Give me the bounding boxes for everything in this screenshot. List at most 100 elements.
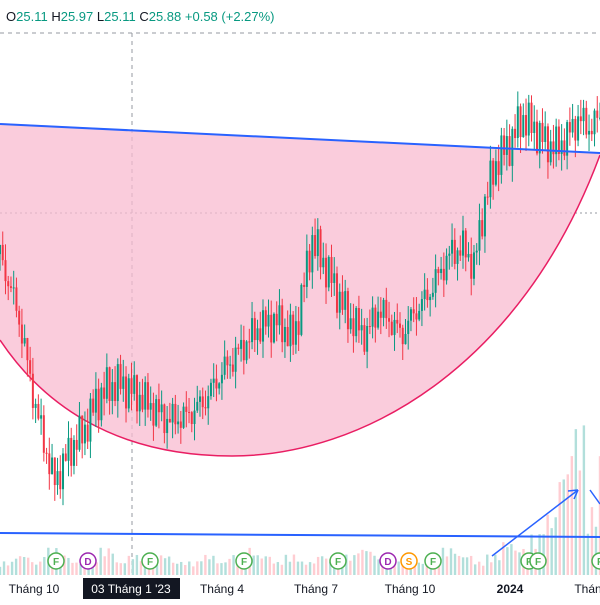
candle-body	[89, 398, 92, 442]
candle-body	[333, 273, 336, 283]
candle-body	[111, 382, 114, 401]
candle-body	[67, 437, 70, 461]
candle-body	[511, 128, 514, 166]
event-marker-orange	[400, 552, 418, 570]
volume-bar	[590, 507, 594, 575]
volume-bar	[413, 562, 416, 575]
volume-bar	[10, 561, 14, 575]
candle-body	[20, 324, 23, 344]
candle-body	[229, 364, 232, 366]
candle-body	[388, 318, 391, 322]
volume-bar	[75, 562, 78, 575]
volume-bar	[22, 557, 26, 575]
candle-body	[242, 339, 245, 361]
candle-body	[514, 128, 517, 139]
event-marker-green	[591, 552, 600, 570]
candle-body	[133, 375, 136, 394]
candle-body	[119, 364, 122, 389]
candle-body	[344, 291, 347, 310]
event-marker-letter: F	[335, 557, 341, 568]
volume-bar	[502, 542, 505, 575]
candle-body	[237, 347, 240, 349]
volume-bar	[482, 565, 485, 575]
candle-body	[527, 102, 530, 136]
candle-body	[590, 130, 593, 135]
volume-bar	[373, 555, 376, 575]
volume-bar	[469, 555, 473, 575]
open-label: O	[6, 9, 17, 24]
x-axis-label: 2024	[497, 582, 524, 596]
candle-body	[555, 126, 558, 155]
event-marker-letter: S	[406, 557, 413, 568]
volume-bar	[196, 561, 199, 575]
candle-body	[486, 196, 489, 198]
volume-bar	[220, 563, 223, 575]
volume-bar	[518, 552, 521, 575]
volume-bar	[498, 560, 501, 575]
candle-body	[179, 421, 182, 428]
change-value: +0.58 (+2.27%)	[184, 9, 275, 24]
volume-bar	[228, 558, 231, 575]
candle-body	[226, 356, 229, 366]
candle-body	[360, 325, 363, 331]
resistance-trendline	[0, 123, 600, 154]
volume-bar	[566, 474, 569, 575]
volume-bar	[147, 566, 151, 575]
candle-body	[53, 457, 56, 486]
candle-body	[546, 126, 549, 163]
candle-body	[557, 126, 560, 154]
volume-bar	[296, 561, 300, 575]
volume-bar	[26, 557, 30, 575]
candle-body	[582, 107, 585, 122]
candle-body	[516, 106, 519, 139]
volume-bar	[204, 554, 207, 575]
volume-bar	[14, 558, 18, 575]
event-marker-letter: F	[53, 557, 59, 568]
candle-body	[451, 239, 454, 254]
candle-body	[116, 364, 119, 402]
candle-body	[497, 161, 500, 175]
volume-bar	[421, 563, 425, 575]
volume-bar	[494, 554, 497, 575]
candle-body	[338, 291, 341, 313]
candle-body	[256, 328, 259, 341]
candle-body	[220, 374, 223, 384]
candle-body	[64, 453, 67, 461]
candle-body	[525, 115, 528, 136]
volume-bar	[586, 533, 590, 575]
volume-bar	[304, 564, 308, 575]
volume-bar	[43, 557, 46, 575]
candle-body	[97, 388, 100, 421]
volume-bar	[135, 554, 139, 575]
candle-body	[560, 140, 563, 154]
volume-bar	[212, 555, 215, 575]
high-value: 25.97	[60, 9, 94, 24]
volume-bar	[39, 561, 42, 575]
volume-bar	[417, 562, 420, 575]
candle-body	[297, 321, 300, 335]
volume-bar	[361, 549, 364, 575]
volume-bar	[171, 562, 175, 575]
volume-bar	[115, 562, 118, 575]
candle-body	[75, 439, 78, 450]
candle-body	[374, 307, 377, 328]
candle-body	[127, 378, 130, 409]
candle-body	[234, 347, 237, 372]
candle-body	[314, 235, 317, 257]
event-marker-letter: F	[147, 557, 153, 568]
candle-body	[456, 250, 459, 264]
candle-body	[549, 141, 552, 163]
volume-bar	[284, 554, 288, 575]
volume-bar	[35, 564, 38, 575]
candle-body	[431, 292, 434, 297]
candle-body	[585, 107, 588, 135]
volume-bar	[353, 555, 356, 575]
volume-bar	[441, 547, 445, 575]
candle-body	[535, 121, 538, 154]
candle-body	[4, 260, 7, 282]
candle-body	[12, 287, 15, 289]
volume-bar	[461, 557, 465, 575]
volume-bar	[180, 561, 183, 575]
